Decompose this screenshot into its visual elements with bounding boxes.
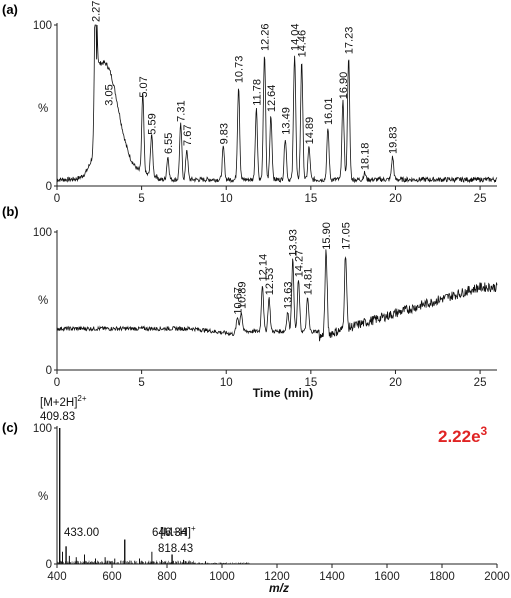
x-tick-label: 800 [157, 571, 176, 583]
y-tick-label: 0 [46, 559, 52, 571]
panel-c-mass-spectrum: (c) % m/z 2.22e3 400 600 800 1000 1200 1400 16… [2, 394, 510, 595]
ion-mz-label: 646.34 [152, 527, 188, 539]
x-tick-label: 2000 [484, 571, 510, 583]
panel-a-chromatogram: (a) % 0 5 10 15 20 25 0 100 2.27 3.05 5.07 5.59 6.55… [2, 1, 498, 205]
peak-label: 12.14 [257, 254, 269, 282]
panel-a-plot: 0 5 10 15 20 25 0 100 2.27 3.05 5.07 5.59 6.557.31 7.… [33, 1, 498, 205]
peak-label: 13.63 [283, 282, 295, 310]
peak-label: 15.90 [321, 222, 333, 250]
intensity-exponent: 3 [481, 424, 488, 438]
x-tick-label: 600 [102, 571, 121, 583]
peak-label: 14.81 [303, 268, 315, 296]
peak-label: 16.01 [323, 98, 335, 126]
ion-mz-label: 433.00 [64, 527, 99, 539]
x-tick-label: 20 [389, 377, 402, 389]
y-tick-label: 100 [33, 20, 52, 32]
panel-c-plot: 400 600 800 1000 1200 1400 1600 1800 2000 0 100409… [33, 394, 510, 583]
x-tick-label: 10 [220, 377, 233, 389]
peak-label: 12.53 [264, 268, 276, 296]
peak-label: 5.07 [138, 76, 150, 97]
y-tick-label: 0 [46, 365, 52, 377]
panel-b-chromatogram: (b) % Time (min) 0 5 10 15 20 25 0 100 10.6710.8… [2, 204, 498, 400]
x-tick-label: 1400 [319, 571, 345, 583]
x-tick-label: 1000 [209, 571, 235, 583]
peak-label: 7.67 [182, 125, 194, 146]
x-tick-label: 0 [54, 193, 60, 205]
peak-label: 18.18 [360, 143, 372, 171]
peak-label: 2.27 [90, 1, 102, 22]
panel-c-ylabel: % [38, 491, 48, 503]
y-tick-label: 100 [33, 423, 52, 435]
x-tick-label: 5 [138, 377, 144, 389]
peak-label: 14.89 [304, 117, 316, 145]
y-tick-label: 100 [33, 227, 52, 239]
x-tick-label: 400 [47, 571, 66, 583]
peak-label: 13.93 [288, 229, 300, 257]
x-tick-label: 1200 [264, 571, 290, 583]
panel-c-xlabel: m/z [269, 581, 289, 595]
ion-annotation: [M+2H]2+ [40, 394, 87, 409]
peak-label: 3.05 [104, 84, 116, 105]
peak-label: 10.73 [234, 56, 246, 84]
ion-mz-label: 409.83 [40, 411, 75, 423]
panel-b-xlabel: Time (min) [253, 386, 313, 400]
panel-b-letter: (b) [2, 204, 19, 219]
x-tick-label: 25 [474, 193, 487, 205]
peak-label: 6.55 [163, 133, 175, 154]
panel-a-ylabel: % [38, 103, 48, 115]
panel-b-ylabel: % [38, 295, 48, 307]
ion-mz-label: 818.43 [158, 543, 193, 555]
x-tick-label: 5 [138, 193, 144, 205]
x-tick-label: 1800 [429, 571, 455, 583]
peak-label: 9.83 [218, 123, 230, 144]
peak-label: 12.26 [259, 23, 271, 51]
peak-label: 14.04 [290, 23, 302, 51]
x-tick-label: 1600 [374, 571, 400, 583]
peak-label: 14.46 [297, 30, 309, 58]
peak-label: 11.78 [251, 79, 263, 106]
peak-label: 7.31 [176, 100, 188, 121]
peak-label: 5.59 [147, 113, 159, 134]
ion-charge: + [191, 524, 196, 533]
peak-label: 17.23 [344, 27, 356, 55]
peak-label: 10.89 [236, 282, 248, 310]
x-tick-label: 15 [304, 193, 317, 205]
peak-label: 16.90 [338, 72, 350, 100]
x-tick-label: 20 [389, 193, 402, 205]
peak-label: 10.67 [233, 287, 245, 315]
x-tick-label: 15 [304, 377, 317, 389]
chromatogram-trace [56, 24, 498, 184]
y-tick-label: 0 [46, 181, 52, 193]
peak-label: 13.49 [280, 107, 292, 135]
intensity-base: 2.22e [438, 427, 481, 446]
x-tick-label: 0 [54, 377, 60, 389]
ion-charge: 2+ [77, 394, 86, 403]
peak-label: 14.27 [293, 250, 305, 278]
peak-label: 17.05 [341, 222, 353, 250]
panel-a-letter: (a) [2, 2, 18, 17]
peak-label: 19.83 [388, 126, 400, 154]
peak-label: 12.64 [266, 85, 278, 113]
panel-c-letter: (c) [2, 420, 18, 435]
x-tick-label: 25 [474, 377, 487, 389]
intensity-value: 2.22e3 [438, 424, 488, 446]
chromatogram-trace [56, 249, 498, 342]
x-tick-label: 10 [220, 193, 233, 205]
ion-annotation: [M+H]+ [160, 524, 196, 539]
